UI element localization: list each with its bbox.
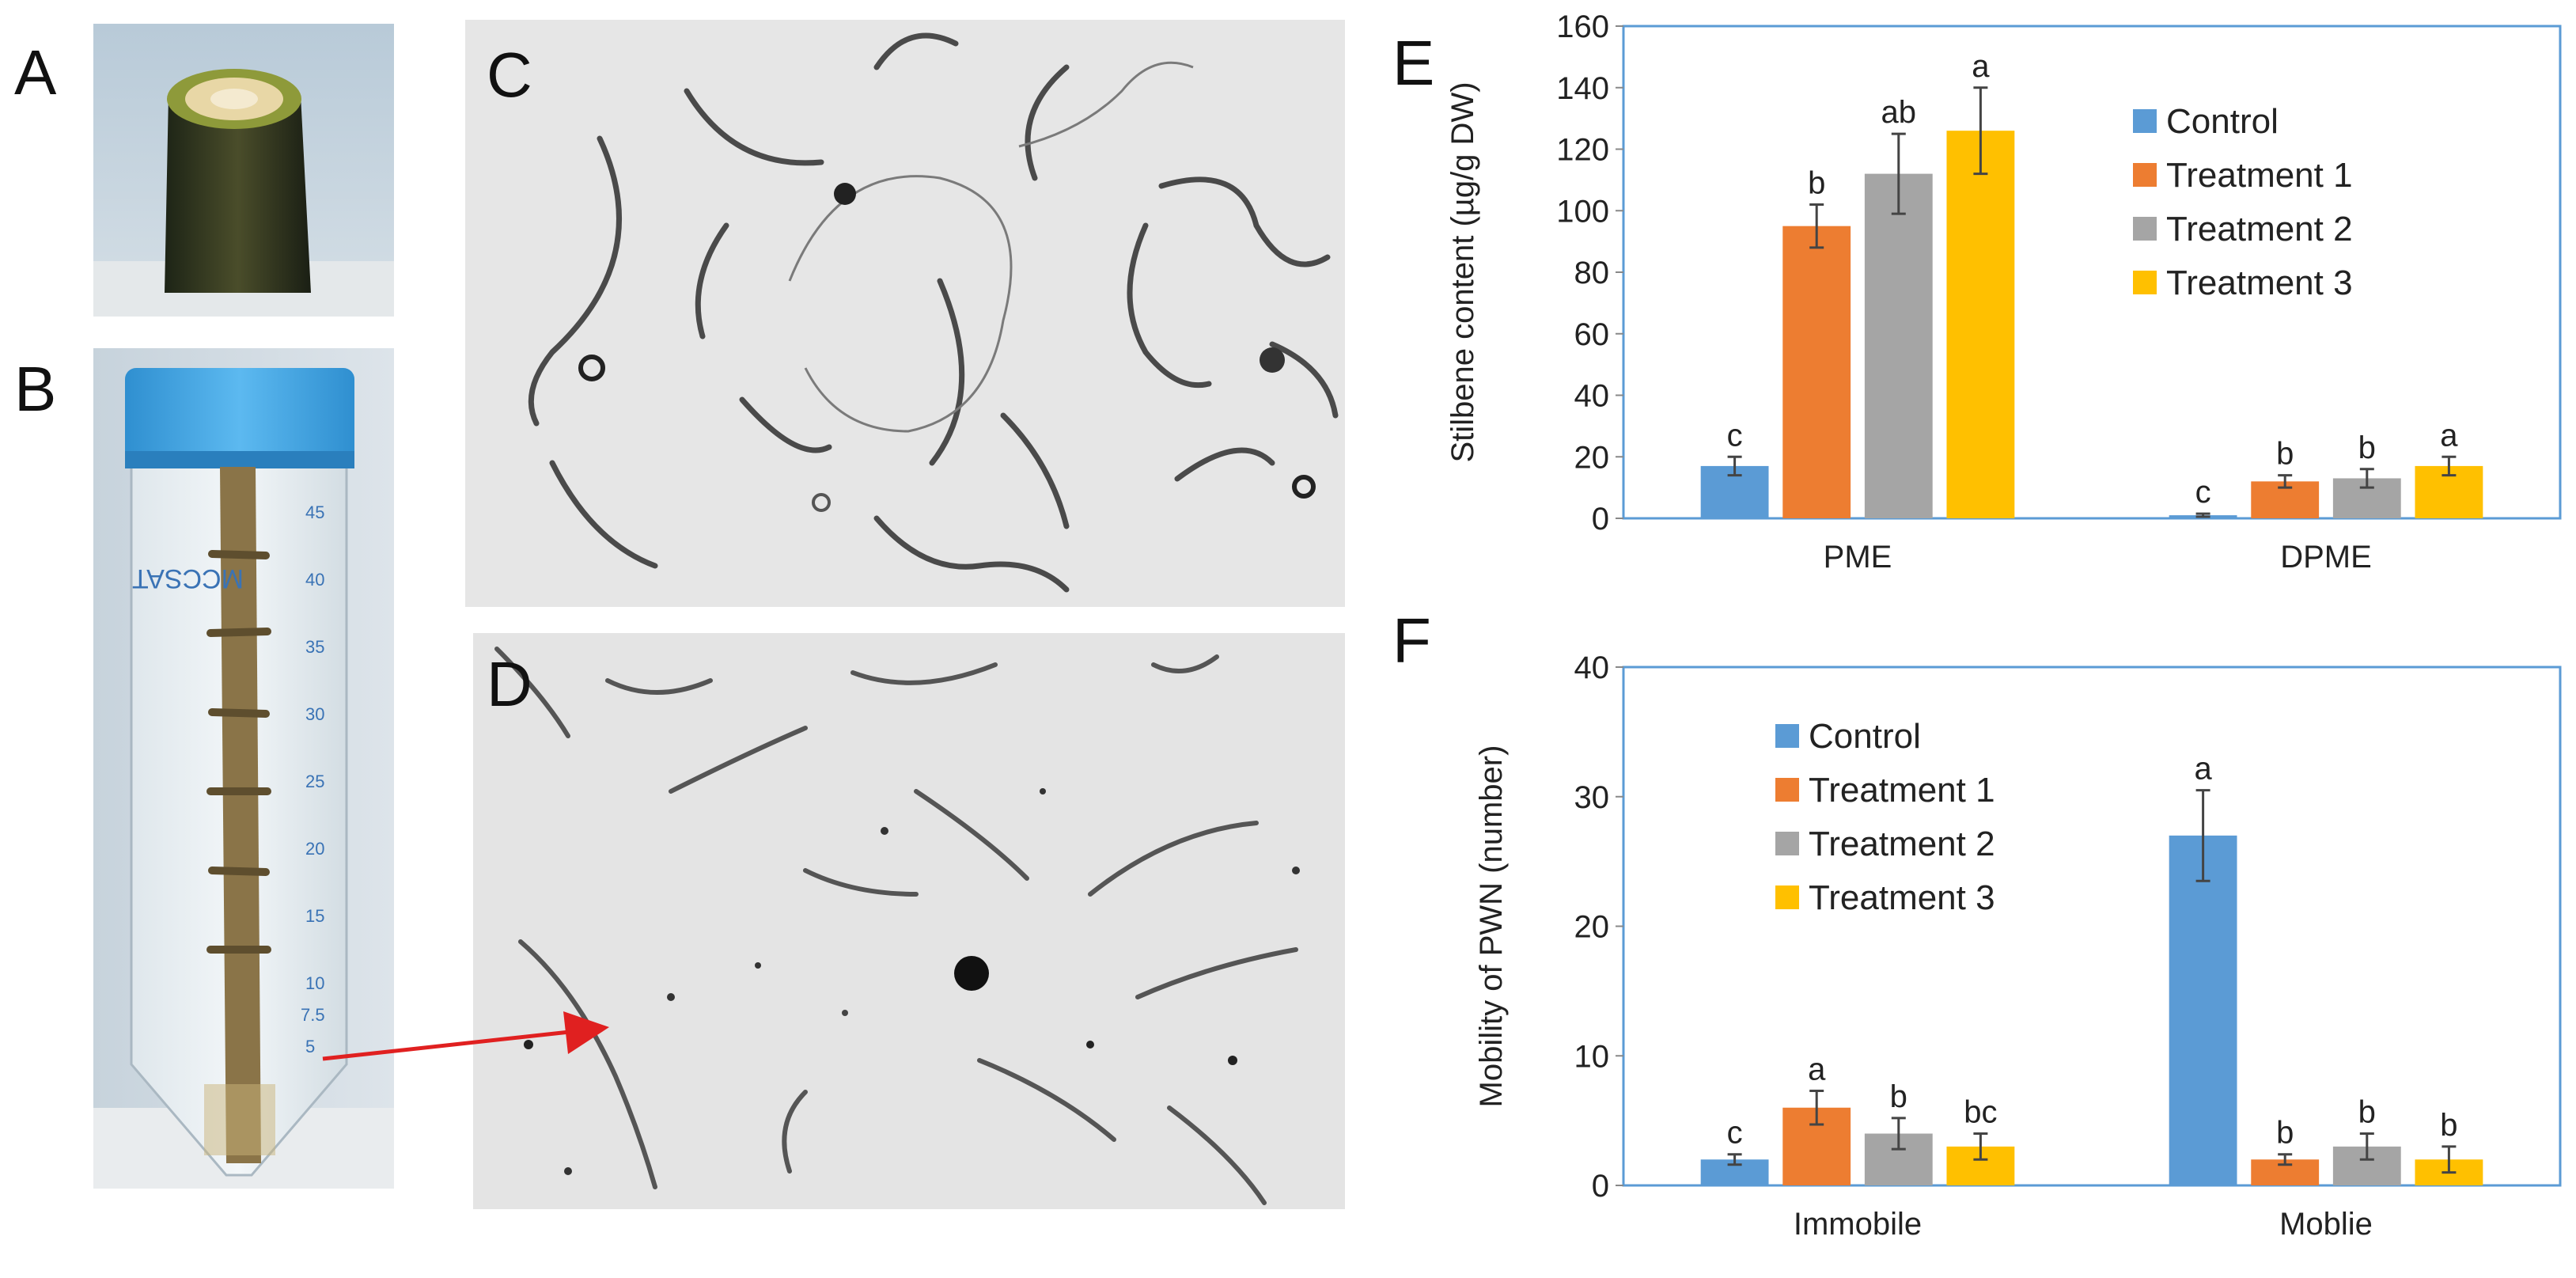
chart-f-ytick-label: 10 — [1574, 1039, 1610, 1074]
tube-scale-markings: 45 40 35 30 25 20 15 10 7.5 5 — [301, 502, 325, 1056]
chart-f-ytick-label: 30 — [1574, 780, 1610, 815]
svg-text:15: 15 — [305, 906, 324, 926]
chart-e-legend-entry: Control — [2166, 102, 2279, 141]
chart-f-significance-letter: b — [1890, 1079, 1907, 1114]
panel-label-a: A — [14, 37, 57, 108]
chart-e-significance-letter: c — [1727, 418, 1743, 453]
chart-e-ytick-label: 60 — [1574, 317, 1610, 352]
svg-text:30: 30 — [305, 704, 324, 724]
svg-text:40: 40 — [305, 570, 324, 590]
chart-e-ytick-label: 0 — [1592, 502, 1609, 537]
chart-f-category-label: Immobile — [1794, 1207, 1922, 1242]
chart-f-ytick-label: 20 — [1574, 910, 1610, 945]
panel-label-e: E — [1392, 28, 1435, 98]
chart-f-significance-letter: c — [1727, 1116, 1743, 1151]
chart-f: 0 10 20 30 40 Mobility of PWN (number) c a b bc Im… — [1474, 650, 2562, 1242]
svg-text:10: 10 — [305, 973, 324, 993]
panel-label-f: F — [1392, 605, 1431, 676]
chart-f-plot-frame — [1622, 666, 2562, 1187]
svg-text:35: 35 — [305, 637, 324, 657]
chart-f-ytick-label: 40 — [1574, 650, 1610, 685]
chart-f-significance-letter: b — [2276, 1116, 2294, 1151]
chart-f-legend-swatch — [1775, 832, 1799, 855]
chart-e: 0 20 40 60 80 100 120 140 160 Stilbene content (µ… — [1445, 9, 2562, 575]
chart-e-category-label: PME — [1824, 540, 1892, 575]
chart-e-legend-swatch — [2133, 271, 2157, 294]
chart-f-legend-swatch — [1775, 885, 1799, 909]
chart-f-legend-entry: Treatment 3 — [1809, 878, 1995, 917]
chart-f-legend-entry: Control — [1809, 717, 1921, 756]
svg-text:45: 45 — [305, 502, 324, 522]
chart-f-significance-letter: a — [2194, 752, 2212, 787]
red-arrow-head — [563, 1011, 609, 1054]
chart-e-significance-letter: a — [1972, 49, 1990, 84]
chart-f-significance-letter: b — [2358, 1095, 2376, 1130]
chart-e-significance-letter: b — [1808, 165, 1825, 200]
chart-f-legend-entry: Treatment 2 — [1809, 825, 1995, 863]
stem-cross-section-illustration — [93, 24, 394, 317]
chart-e-significance-letter: c — [2195, 475, 2211, 510]
chart-e-significance-letter: ab — [1881, 95, 1917, 130]
chart-e-ytick-label: 120 — [1556, 133, 1609, 168]
chart-e-bar-pme-treatment-1 — [1782, 226, 1851, 518]
chart-e-significance-letter: b — [2276, 437, 2294, 472]
chart-f-category-label: Moblie — [2279, 1207, 2373, 1242]
chart-f-legend-swatch — [1775, 778, 1799, 802]
chart-e-ytick-label: 100 — [1556, 194, 1609, 229]
chart-e-legend-entry: Treatment 1 — [2166, 156, 2353, 195]
tube-illustration: 45 40 35 30 25 20 15 10 7.5 5 MCCSAT — [93, 348, 394, 1189]
nematodes-d-illustration — [473, 633, 1345, 1209]
chart-e-ytick-label: 160 — [1556, 9, 1609, 44]
chart-e-ytick-label: 80 — [1574, 256, 1610, 290]
chart-f-bar-moblie-control — [2169, 835, 2237, 1185]
chart-f-significance-letter: bc — [1964, 1095, 1997, 1130]
chart-e-bar-pme-treatment-3 — [1946, 131, 2015, 519]
chart-e-category-label: DPME — [2280, 540, 2372, 575]
chart-e-significance-letter: a — [2440, 418, 2458, 453]
chart-e-plot-frame — [1622, 25, 2562, 520]
chart-e-ytick-label: 20 — [1574, 440, 1610, 475]
chart-e-y-axis-label: Stilbene content (µg/g DW) — [1445, 82, 1480, 462]
chart-e-significance-letter: b — [2358, 430, 2376, 465]
chart-f-legend-entry: Treatment 1 — [1809, 771, 1995, 810]
chart-e-legend-swatch — [2133, 109, 2157, 133]
svg-text:7.5: 7.5 — [301, 1005, 325, 1025]
photo-stem-cross-section — [93, 24, 394, 317]
chart-e-legend-swatch — [2133, 217, 2157, 241]
chart-e-ytick-label: 140 — [1556, 71, 1609, 106]
chart-e-bar-pme-treatment-2 — [1864, 173, 1933, 518]
panel-label-d: D — [487, 649, 532, 719]
svg-text:25: 25 — [305, 772, 324, 791]
chart-e-legend-swatch — [2133, 163, 2157, 187]
chart-f-ytick-label: 0 — [1592, 1169, 1609, 1204]
chart-f-significance-letter: b — [2440, 1108, 2457, 1143]
nematodes-c-illustration — [465, 20, 1345, 607]
svg-text:5: 5 — [305, 1037, 315, 1056]
chart-e-legend-entry: Treatment 2 — [2166, 210, 2353, 248]
panel-label-c: C — [487, 40, 532, 110]
photo-nematodes-c — [465, 20, 1345, 607]
chart-e-ytick-label: 40 — [1574, 379, 1610, 414]
chart-f-y-axis-label: Mobility of PWN (number) — [1474, 745, 1509, 1108]
photo-nematodes-d — [473, 633, 1345, 1209]
red-arrow-line — [322, 1030, 570, 1061]
panel-label-b: B — [14, 354, 57, 424]
chart-f-significance-letter: a — [1808, 1052, 1826, 1086]
chart-f-legend-swatch — [1775, 724, 1799, 748]
svg-text:20: 20 — [305, 839, 324, 859]
chart-e-legend-entry: Treatment 3 — [2166, 264, 2353, 302]
tube-brand-text: MCCSAT — [132, 563, 244, 593]
photo-centrifuge-tube: 45 40 35 30 25 20 15 10 7.5 5 MCCSAT — [93, 348, 394, 1189]
